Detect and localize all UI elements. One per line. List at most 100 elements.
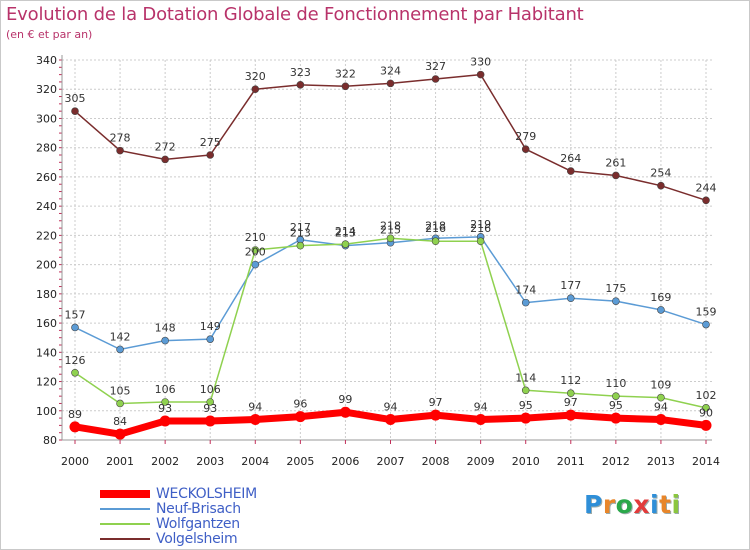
y-tick-label: 180 bbox=[36, 288, 57, 301]
y-tick-label: 300 bbox=[36, 112, 57, 125]
y-tick-label: 160 bbox=[36, 317, 57, 330]
x-tick-label: 2005 bbox=[286, 455, 314, 468]
data-label-weckolsheim: 94 bbox=[248, 401, 262, 414]
data-label-neuf-brisach: 213 bbox=[335, 227, 356, 240]
point-volgelsheim bbox=[657, 181, 665, 190]
series bbox=[69, 70, 712, 440]
point-neuf-brisach bbox=[206, 335, 215, 343]
point-wolfgantzen bbox=[251, 246, 260, 254]
x-tick-label: 2013 bbox=[647, 455, 675, 468]
x-tick-label: 2011 bbox=[557, 455, 585, 468]
x-tick-label: 2008 bbox=[422, 455, 450, 468]
x-tick-label: 2000 bbox=[61, 455, 89, 468]
y-tick-label: 280 bbox=[36, 142, 57, 155]
point-wolfgantzen bbox=[702, 404, 710, 412]
data-label-wolfgantzen: 105 bbox=[110, 384, 131, 397]
data-label-neuf-brisach: 142 bbox=[110, 330, 131, 343]
data-label-neuf-brisach: 215 bbox=[380, 224, 401, 237]
y-tick-label: 80 bbox=[43, 434, 57, 447]
data-label-volgelsheim: 275 bbox=[200, 136, 221, 149]
data-label-wolfgantzen: 112 bbox=[560, 374, 581, 387]
point-weckolsheim bbox=[159, 415, 171, 427]
x-tick-label: 2006 bbox=[331, 455, 359, 468]
point-wolfgantzen bbox=[71, 368, 79, 377]
legend-swatch-wolfgantzen bbox=[100, 522, 150, 525]
legend-item-wolfgantzen: Wolfgantzen bbox=[100, 515, 257, 532]
logo-letter: P bbox=[584, 490, 603, 519]
data-label-wolfgantzen: 106 bbox=[200, 383, 221, 396]
data-label-wolfgantzen: 110 bbox=[605, 377, 626, 390]
data-label-weckolsheim: 90 bbox=[699, 406, 713, 419]
point-volgelsheim bbox=[702, 196, 710, 205]
point-wolfgantzen bbox=[341, 240, 350, 248]
data-label-neuf-brisach: 177 bbox=[560, 279, 581, 292]
data-label-wolfgantzen: 216 bbox=[470, 222, 491, 235]
legend-item-volgelsheim: Volgelsheim bbox=[100, 531, 257, 547]
y-tick-label: 100 bbox=[36, 405, 57, 418]
data-label-weckolsheim: 99 bbox=[338, 393, 352, 406]
data-label-weckolsheim: 94 bbox=[384, 401, 398, 414]
x-tick-label: 2009 bbox=[467, 455, 495, 468]
data-label-weckolsheim: 97 bbox=[429, 396, 443, 409]
data-label-weckolsheim: 93 bbox=[158, 402, 172, 415]
logo-letter: o bbox=[615, 490, 634, 519]
data-label-weckolsheim: 95 bbox=[609, 399, 623, 412]
data-label-neuf-brisach: 175 bbox=[605, 282, 626, 295]
legend-swatch-weckolsheim bbox=[100, 489, 150, 498]
point-wolfgantzen bbox=[161, 398, 169, 406]
point-weckolsheim bbox=[114, 428, 126, 440]
x-tick-label: 2014 bbox=[692, 455, 720, 468]
legend-label-weckolsheim: WECKOLSHEIM bbox=[156, 485, 257, 502]
point-volgelsheim bbox=[612, 171, 620, 180]
point-neuf-brisach bbox=[161, 336, 169, 345]
data-label-weckolsheim: 94 bbox=[474, 401, 488, 414]
y-tick-label: 200 bbox=[36, 259, 57, 272]
point-neuf-brisach bbox=[521, 298, 530, 307]
x-tick-label: 2003 bbox=[196, 455, 224, 468]
point-weckolsheim bbox=[385, 414, 396, 426]
legend-label-wolfgantzen: Wolfgantzen bbox=[156, 515, 240, 532]
point-weckolsheim bbox=[610, 412, 622, 424]
data-label-volgelsheim: 330 bbox=[470, 56, 491, 69]
point-volgelsheim bbox=[386, 79, 395, 88]
point-wolfgantzen bbox=[566, 389, 575, 398]
data-label-neuf-brisach: 157 bbox=[65, 308, 86, 321]
axes: 80 100 120 140 160 180 200 220 240 260 280 300 320 34… bbox=[36, 54, 720, 468]
point-weckolsheim bbox=[204, 415, 216, 427]
data-label-neuf-brisach: 219 bbox=[470, 218, 491, 231]
data-label-weckolsheim: 89 bbox=[68, 408, 82, 421]
point-wolfgantzen bbox=[657, 393, 665, 402]
data-label-volgelsheim: 279 bbox=[515, 130, 536, 143]
legend-swatch-neuf-brisach bbox=[100, 507, 150, 510]
point-volgelsheim bbox=[431, 75, 440, 83]
data-label-weckolsheim: 95 bbox=[519, 399, 533, 412]
legend-swatch-volgelsheim bbox=[100, 537, 150, 540]
point-volgelsheim bbox=[161, 155, 169, 164]
legend-item-weckolsheim: WECKOLSHEIM bbox=[100, 485, 257, 502]
point-wolfgantzen bbox=[296, 241, 305, 250]
point-volgelsheim bbox=[251, 85, 260, 94]
data-label-wolfgantzen: 114 bbox=[515, 371, 536, 384]
data-label-wolfgantzen: 210 bbox=[245, 231, 266, 244]
logo-letter: r bbox=[602, 490, 616, 519]
x-tick-label: 2010 bbox=[512, 455, 540, 468]
x-tick-label: 2012 bbox=[602, 455, 630, 468]
point-weckolsheim bbox=[69, 421, 81, 433]
data-label-weckolsheim: 93 bbox=[203, 402, 217, 415]
x-tick-label: 2002 bbox=[151, 455, 179, 468]
point-wolfgantzen bbox=[386, 234, 395, 243]
data-label-volgelsheim: 264 bbox=[560, 152, 581, 165]
point-weckolsheim bbox=[475, 414, 487, 426]
point-wolfgantzen bbox=[206, 398, 215, 406]
grid bbox=[62, 59, 712, 441]
point-neuf-brisach bbox=[116, 345, 124, 354]
point-wolfgantzen bbox=[116, 399, 124, 408]
data-label-weckolsheim: 96 bbox=[293, 398, 307, 411]
point-weckolsheim bbox=[339, 406, 351, 418]
data-label-neuf-brisach: 148 bbox=[155, 322, 176, 335]
data-label-volgelsheim: 261 bbox=[605, 156, 626, 169]
legend: WECKOLSHEIM Neuf-Brisach Wolfgantzen Vol… bbox=[100, 485, 257, 547]
logo-letter: i bbox=[650, 490, 660, 519]
data-label-volgelsheim: 244 bbox=[696, 181, 717, 194]
